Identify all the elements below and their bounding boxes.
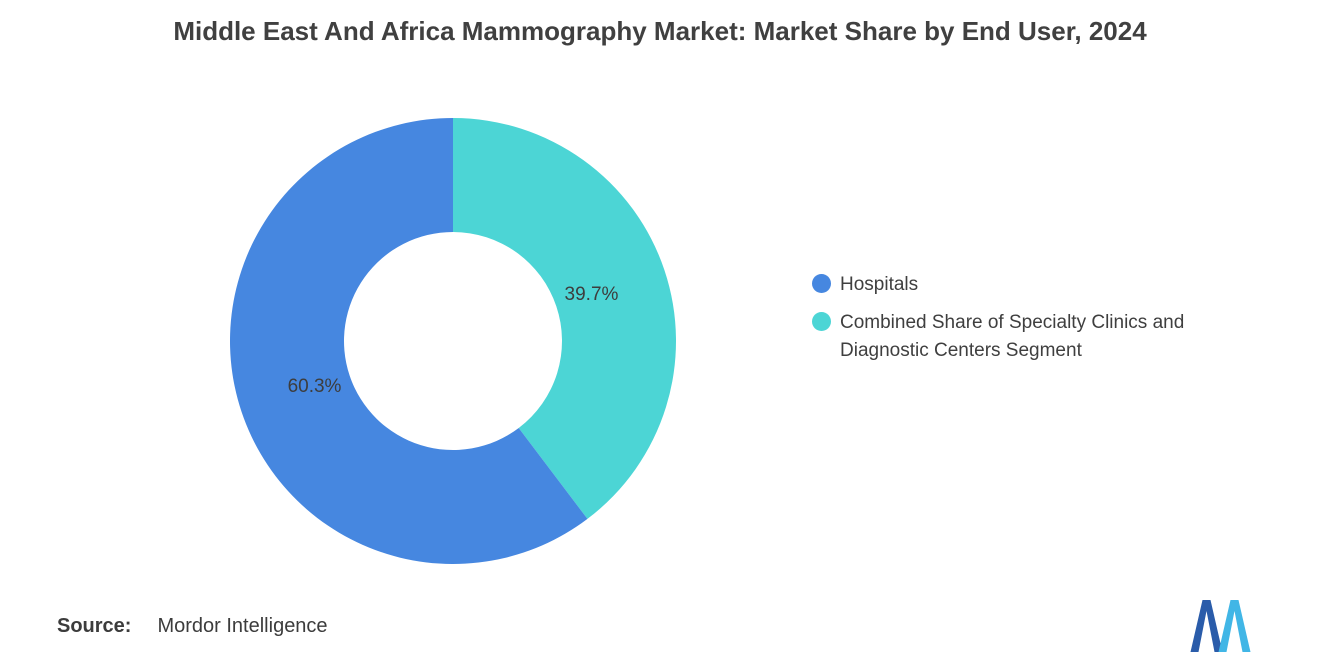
legend-item-combined-share[interactable]: Combined Share of Specialty Clinics and … [812, 309, 1250, 365]
donut-slice-hospitals[interactable] [230, 118, 588, 564]
legend: Hospitals Combined Share of Specialty Cli… [812, 271, 1250, 365]
legend-item-hospitals[interactable]: Hospitals [812, 271, 1250, 299]
donut-slice-combined-share-of[interactable] [453, 118, 677, 519]
legend-label: Combined Share of Specialty Clinics and … [840, 312, 1185, 361]
logo-light-shape [1218, 600, 1251, 652]
chart-title: Middle East And Africa Mammography Marke… [173, 16, 1147, 46]
mordor-intelligence-logo [1190, 600, 1253, 652]
legend-marker-icon [812, 312, 831, 331]
legend-label: Hospitals [840, 274, 919, 295]
source-value: Mordor Intelligence [157, 615, 328, 637]
source-label: Source: [57, 615, 132, 637]
legend-marker-icon [812, 274, 831, 293]
donut-chart: 39.7% 60.3% [223, 111, 683, 571]
mordor-logo-svg [1190, 600, 1251, 652]
donut-svg [230, 118, 677, 564]
source-line: Source: Mordor Intelligence [57, 615, 328, 638]
logo-dark-shape [1190, 600, 1223, 652]
